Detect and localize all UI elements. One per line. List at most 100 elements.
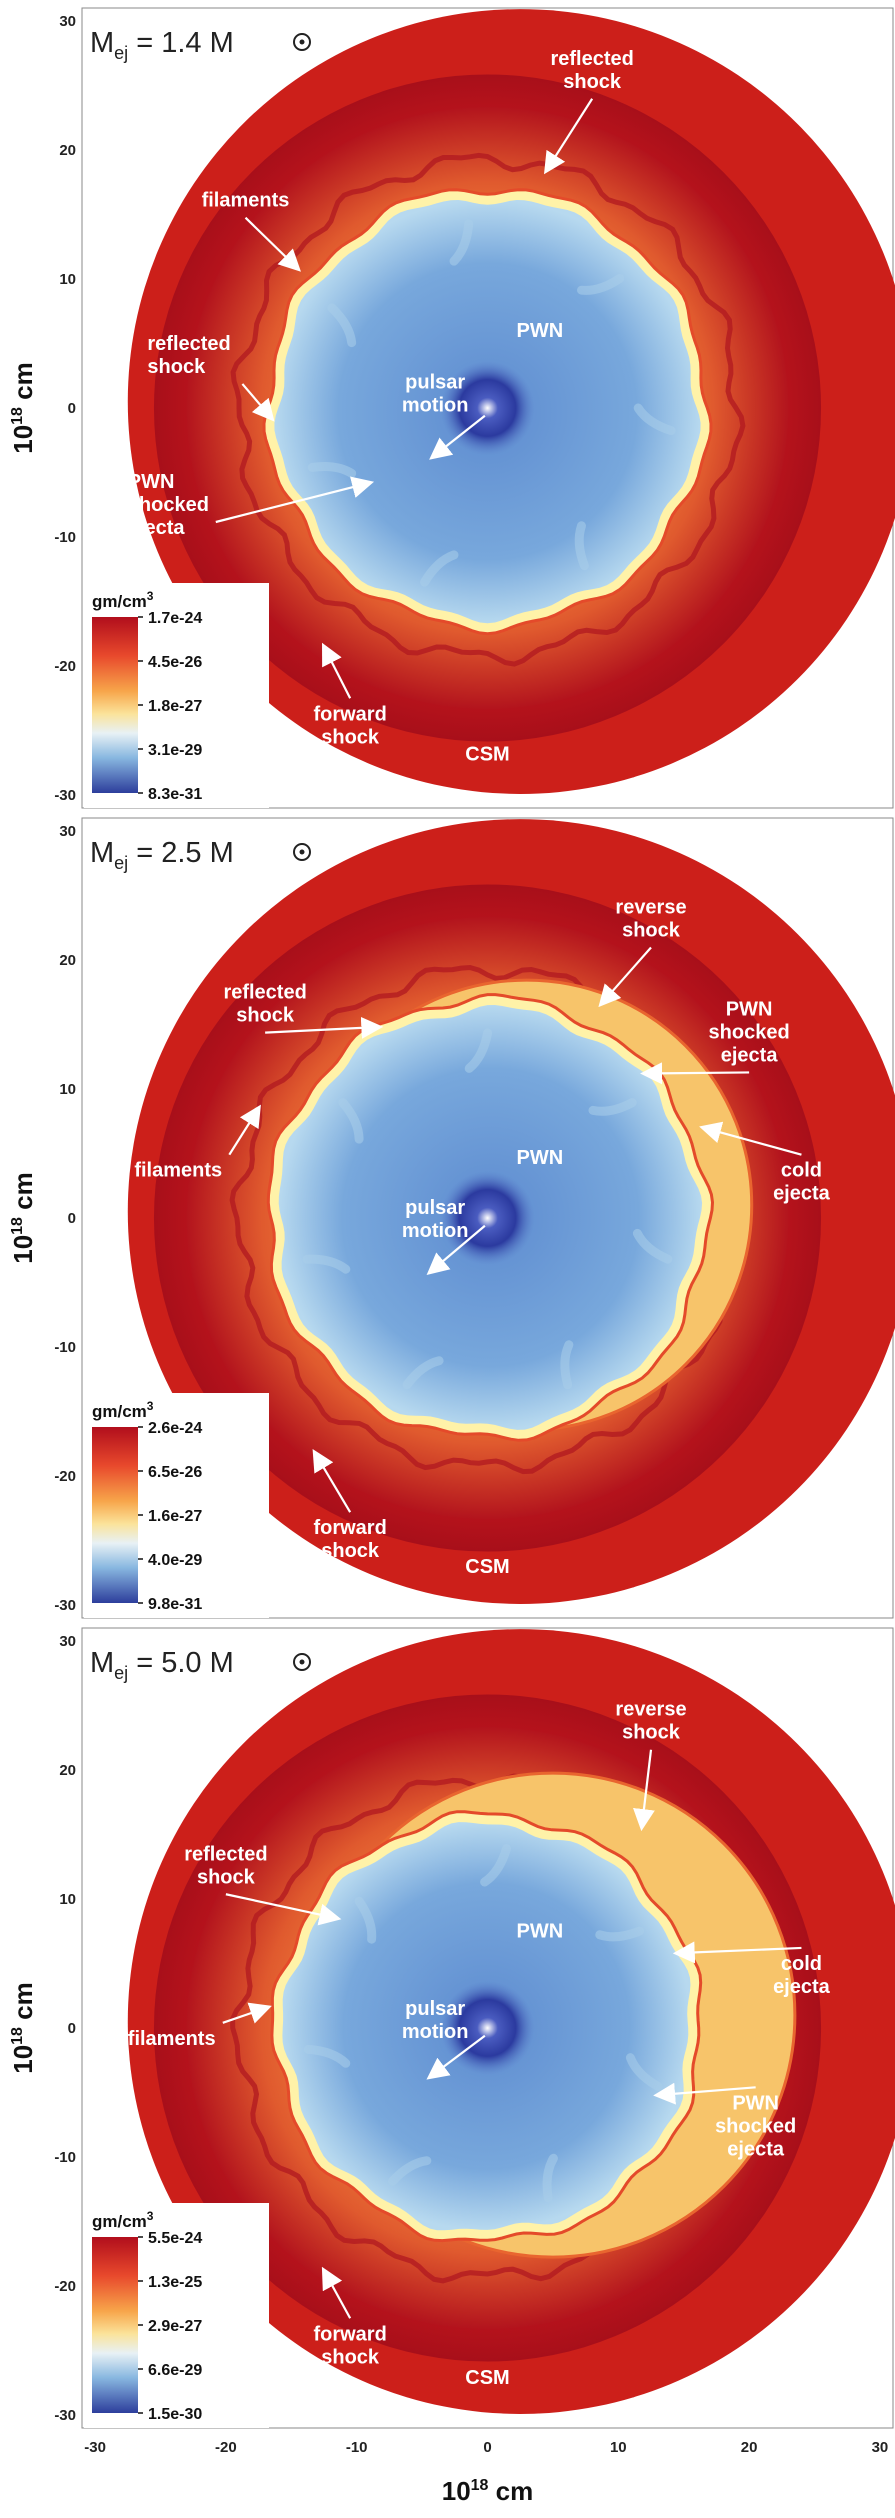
annotation-arrow xyxy=(426,1224,486,1276)
colorbar-tick-label: 1.8e-27 xyxy=(148,698,202,715)
annotation-pulsar: pulsar motion xyxy=(402,1998,469,2043)
x-tick-label: -20 xyxy=(215,2439,237,2456)
panel-title: Mej = 2.5 M xyxy=(90,837,234,873)
y-tick-label: -10 xyxy=(54,2149,76,2166)
colorbar-unit: gm/cm3 xyxy=(92,2209,154,2231)
annotation-arrow xyxy=(228,1104,261,1156)
colorbar-tick-label: 6.5e-26 xyxy=(148,1464,202,1481)
annotation-arrow xyxy=(322,642,352,699)
pwn-turbulence xyxy=(574,521,589,571)
pwn-turbulence xyxy=(577,274,625,295)
panel-title: Mej = 1.4 M xyxy=(90,27,234,63)
annotation-pwn: PWN shocked ejecta xyxy=(715,2092,796,2160)
annotation-arrow xyxy=(633,1749,655,1832)
pwn-turbulence xyxy=(354,1896,377,1944)
annotation-arrow xyxy=(699,1121,802,1156)
x-axis-label: 1018 cm xyxy=(442,2476,534,2506)
x-tick-label: 10 xyxy=(610,2439,627,2456)
y-tick-label: -20 xyxy=(54,2278,76,2295)
y-tick-label: 0 xyxy=(68,400,76,417)
annotation-arrow xyxy=(312,1449,352,1513)
y-tick-label: 10 xyxy=(59,1081,76,1098)
pwn-turbulence xyxy=(302,1254,351,1274)
annotation-reflected: reflected shock xyxy=(550,48,633,93)
annotation-filaments: filaments xyxy=(134,1160,222,1182)
pwn-turbulence xyxy=(588,1098,637,1116)
annotation-reflected: reflected shock xyxy=(184,1843,267,1888)
colorbar-tick-label: 6.6e-29 xyxy=(148,2362,202,2379)
annotation-arrow xyxy=(598,946,652,1008)
panel-title: Mej = 5.0 M xyxy=(90,1647,234,1683)
y-tick-label: 20 xyxy=(59,142,76,159)
annotation-filaments: filaments xyxy=(128,2028,216,2050)
annotation-reverse: reverse shock xyxy=(615,1699,686,1744)
annotation-forward: forward shock xyxy=(313,703,386,748)
panel-1: Mej = 1.4 M reflected shock filaments reflec… xyxy=(8,7,895,809)
annotation-arrow xyxy=(265,1016,384,1039)
annotation-cold: cold ejecta xyxy=(773,1953,831,1998)
y-tick-label: -30 xyxy=(54,2407,76,2424)
annotation-forward: forward shock xyxy=(313,1517,386,1562)
pwn-turbulence xyxy=(542,2153,558,2203)
pwn-turbulence xyxy=(420,550,459,587)
pwn-turbulence xyxy=(633,403,676,436)
colorbar-tick-label: 4.0e-29 xyxy=(148,1552,202,1569)
y-tick-label: 30 xyxy=(59,13,76,30)
y-tick-label: -30 xyxy=(54,1597,76,1614)
colorbar-gradient xyxy=(92,1427,138,1603)
annotation-pulsar: pulsar motion xyxy=(402,1197,469,1242)
pwn-turbulence xyxy=(560,1340,574,1390)
solar-mass-icon xyxy=(293,1653,311,1671)
colorbar-tick-label: 1.7e-24 xyxy=(148,610,202,627)
y-tick-label: -20 xyxy=(54,658,76,675)
x-tick-label: 0 xyxy=(483,2439,491,2456)
colorbar-tick-label: 5.5e-24 xyxy=(148,2230,202,2247)
y-tick-label: -20 xyxy=(54,1468,76,1485)
colorbar-tick-label: 1.6e-27 xyxy=(148,1508,202,1525)
x-tick-label: 20 xyxy=(741,2439,758,2456)
colorbar-tick-label: 1.5e-30 xyxy=(148,2406,202,2423)
x-tick-label: 30 xyxy=(872,2439,889,2456)
colorbar-gradient xyxy=(92,2237,138,2413)
annotation-arrow xyxy=(543,98,594,175)
annotation-reflected: reflected shock xyxy=(223,982,306,1027)
colorbar-tick-label: 8.3e-31 xyxy=(148,786,202,803)
colorbar-unit: gm/cm3 xyxy=(92,589,154,611)
annotation-arrow xyxy=(321,2266,352,2319)
pwn-turbulence xyxy=(303,2044,351,2068)
y-tick-label: 0 xyxy=(68,2020,76,2037)
colorbar-gradient xyxy=(92,617,138,793)
annotation-arrow xyxy=(429,414,486,460)
x-tick-label: -10 xyxy=(346,2439,368,2456)
annotation-pwn: PWN xyxy=(516,1147,563,1169)
annotation-pulsar: pulsar motion xyxy=(402,372,469,417)
annotation-arrow xyxy=(426,2034,486,2080)
annotation-csm: CSM xyxy=(465,2367,509,2389)
annotation-arrow xyxy=(215,476,375,524)
y-tick-label: 30 xyxy=(59,1633,76,1650)
x-tick-label: -30 xyxy=(84,2439,106,2456)
colorbar-tick-label: 1.3e-25 xyxy=(148,2274,202,2291)
pwn-turbulence xyxy=(449,219,474,266)
y-axis-label: 1018 cm xyxy=(8,362,38,454)
colorbar-unit: gm/cm3 xyxy=(92,1399,154,1421)
annotation-arrow xyxy=(653,2082,756,2105)
annotation-reverse: reverse shock xyxy=(615,896,686,941)
pwn-turbulence xyxy=(632,1228,673,1264)
panel-3: Mej = 5.0 M reverse shock reflected shock PWN… xyxy=(8,1627,895,2429)
annotation-csm: CSM xyxy=(465,743,509,765)
annotation-arrow xyxy=(225,1893,342,1926)
y-tick-label: 10 xyxy=(59,1891,76,1908)
annotation-pwn: PWN xyxy=(516,1921,563,1943)
pulsar xyxy=(440,1170,535,1266)
solar-mass-icon-dot xyxy=(299,849,305,855)
pwn-turbulence xyxy=(595,1926,645,1942)
pwn-turbulence xyxy=(480,1844,511,1887)
colorbar-tick-label: 9.8e-31 xyxy=(148,1596,202,1613)
pwn-turbulence xyxy=(402,1356,444,1390)
y-tick-label: 20 xyxy=(59,952,76,969)
solar-mass-icon-dot xyxy=(299,1659,305,1665)
y-tick-label: -10 xyxy=(54,1339,76,1356)
annotation-reflected: reflected shock xyxy=(147,333,230,378)
